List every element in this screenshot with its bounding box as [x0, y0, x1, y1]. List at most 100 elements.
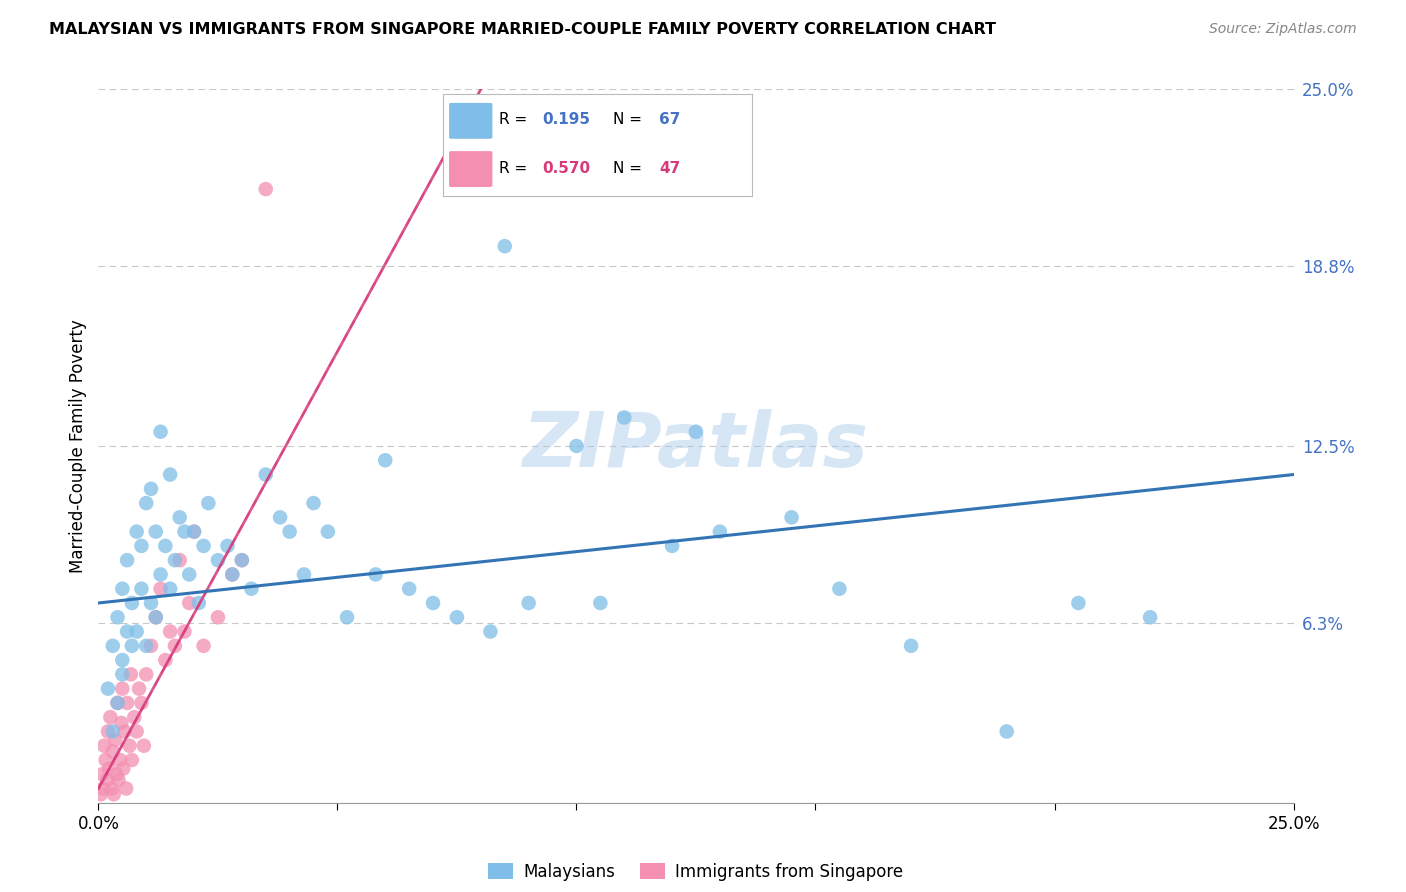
Point [159, 624, 181, 639]
Point [145, 610, 167, 624]
Point [101, 639, 124, 653]
Point [900, 639, 922, 653]
Point [231, 553, 253, 567]
Point [565, 439, 588, 453]
Point [155, 539, 177, 553]
Point [93, 739, 115, 753]
Point [104, 733, 127, 747]
Point [217, 539, 239, 553]
Point [91, 781, 114, 796]
Point [207, 610, 229, 624]
Point [446, 610, 468, 624]
Point [479, 624, 502, 639]
Point [121, 596, 143, 610]
Point [494, 239, 516, 253]
Point [155, 653, 177, 667]
Point [302, 496, 325, 510]
Text: 47: 47 [659, 161, 681, 176]
Text: N =: N = [613, 112, 647, 128]
Point [316, 524, 339, 539]
Text: MALAYSIAN VS IMMIGRANTS FROM SINGAPORE MARRIED-COUPLE FAMILY POVERTY CORRELATION: MALAYSIAN VS IMMIGRANTS FROM SINGAPORE M… [49, 22, 997, 37]
Point [780, 510, 803, 524]
Point [132, 739, 155, 753]
Point [111, 667, 134, 681]
Point [131, 539, 153, 553]
Y-axis label: Married-Couple Family Poverty: Married-Couple Family Poverty [69, 319, 87, 573]
Point [179, 596, 201, 610]
Point [173, 524, 195, 539]
Point [145, 610, 167, 624]
Point [193, 539, 215, 553]
Point [139, 639, 162, 653]
Point [131, 696, 153, 710]
Point [118, 739, 141, 753]
Point [107, 696, 129, 710]
Point [115, 696, 138, 710]
Legend: Malaysians, Immigrants from Singapore: Malaysians, Immigrants from Singapore [482, 856, 910, 888]
Point [111, 681, 134, 696]
Point [115, 624, 138, 639]
Point [128, 681, 150, 696]
Point [120, 667, 142, 681]
Point [131, 582, 153, 596]
Point [374, 453, 396, 467]
Point [101, 724, 124, 739]
Point [254, 467, 277, 482]
Point [169, 553, 191, 567]
Text: R =: R = [499, 112, 531, 128]
Point [115, 781, 138, 796]
Point [108, 753, 131, 767]
Point [124, 710, 146, 724]
Point [163, 639, 186, 653]
Point [193, 639, 215, 653]
Point [149, 425, 172, 439]
Text: Source: ZipAtlas.com: Source: ZipAtlas.com [1209, 22, 1357, 37]
Text: 67: 67 [659, 112, 681, 128]
Point [111, 653, 134, 667]
Point [139, 596, 162, 610]
Point [91, 767, 114, 781]
Point [107, 610, 129, 624]
Point [613, 410, 636, 425]
Point [111, 582, 134, 596]
Point [240, 582, 263, 596]
Point [105, 767, 128, 781]
Text: N =: N = [613, 161, 647, 176]
Point [422, 596, 444, 610]
Point [145, 524, 167, 539]
Point [517, 596, 540, 610]
Point [828, 582, 851, 596]
Point [112, 762, 135, 776]
Point [114, 724, 136, 739]
Point [995, 724, 1018, 739]
Point [135, 639, 157, 653]
FancyBboxPatch shape [449, 103, 492, 139]
Point [336, 610, 359, 624]
Point [278, 524, 301, 539]
Point [269, 510, 291, 524]
Point [121, 639, 143, 653]
Point [90, 787, 112, 801]
Point [101, 744, 124, 758]
Point [135, 496, 157, 510]
Point [159, 467, 181, 482]
Text: 0.570: 0.570 [541, 161, 591, 176]
Point [183, 524, 205, 539]
Text: ZIPatlas: ZIPatlas [523, 409, 869, 483]
Point [254, 182, 277, 196]
Point [207, 553, 229, 567]
Point [221, 567, 243, 582]
Point [685, 425, 707, 439]
Point [292, 567, 315, 582]
Point [125, 624, 148, 639]
Point [115, 553, 138, 567]
Point [159, 582, 181, 596]
Point [169, 510, 191, 524]
Text: 0.195: 0.195 [541, 112, 591, 128]
FancyBboxPatch shape [449, 151, 492, 187]
Point [97, 724, 120, 739]
Point [364, 567, 387, 582]
Point [183, 524, 205, 539]
Point [107, 696, 129, 710]
Point [1067, 596, 1090, 610]
